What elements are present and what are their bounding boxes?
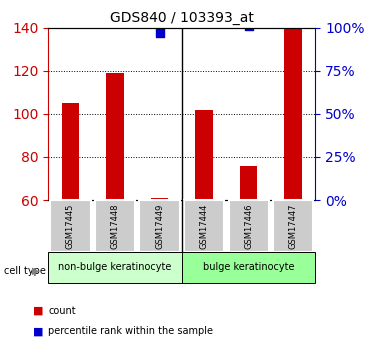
Title: GDS840 / 103393_at: GDS840 / 103393_at xyxy=(110,11,254,25)
FancyBboxPatch shape xyxy=(229,200,269,252)
Text: percentile rank within the sample: percentile rank within the sample xyxy=(48,326,213,336)
Text: ▶: ▶ xyxy=(32,266,39,276)
Text: GSM17447: GSM17447 xyxy=(289,203,298,249)
Point xyxy=(112,8,118,13)
Text: bulge keratinocyte: bulge keratinocyte xyxy=(203,263,294,272)
FancyBboxPatch shape xyxy=(273,200,313,252)
Text: cell type: cell type xyxy=(4,266,46,276)
Point xyxy=(290,2,296,8)
FancyBboxPatch shape xyxy=(184,200,224,252)
FancyBboxPatch shape xyxy=(139,200,180,252)
Text: GSM17449: GSM17449 xyxy=(155,203,164,249)
Point xyxy=(246,23,252,29)
Bar xyxy=(240,166,257,200)
Text: GSM17445: GSM17445 xyxy=(66,203,75,249)
Text: ■: ■ xyxy=(33,326,44,336)
Text: ■: ■ xyxy=(33,306,44,315)
Text: GSM17448: GSM17448 xyxy=(111,203,119,249)
Point xyxy=(68,11,73,17)
FancyBboxPatch shape xyxy=(50,200,91,252)
Text: GSM17444: GSM17444 xyxy=(200,203,209,249)
Bar xyxy=(62,103,79,200)
Point xyxy=(201,14,207,20)
Point xyxy=(157,30,162,36)
Text: GSM17446: GSM17446 xyxy=(244,203,253,249)
Text: non-bulge keratinocyte: non-bulge keratinocyte xyxy=(58,263,172,272)
Bar xyxy=(106,73,124,200)
Bar xyxy=(195,110,213,200)
Text: count: count xyxy=(48,306,76,315)
Bar xyxy=(284,28,302,200)
FancyBboxPatch shape xyxy=(182,252,315,283)
Bar xyxy=(151,198,168,200)
FancyBboxPatch shape xyxy=(95,200,135,252)
FancyBboxPatch shape xyxy=(48,252,182,283)
